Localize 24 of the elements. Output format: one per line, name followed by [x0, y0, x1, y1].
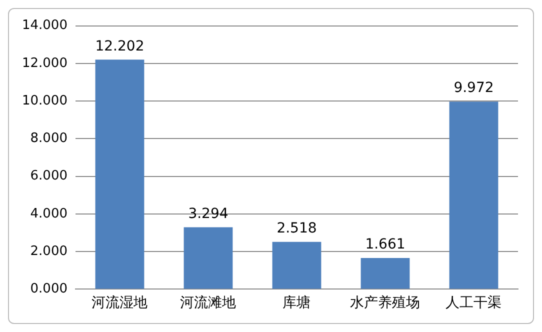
y-tick-label: 8.000: [30, 131, 68, 146]
bar: [95, 60, 144, 289]
data-label: 1.661: [365, 236, 406, 253]
x-tick-label: 水产养殖场: [350, 295, 420, 312]
chart-frame: 河流湿地 河流滩地 库塘 水产养殖场 人工干渠 0.000 2.000 4.000 6.000 8.000 10.000 12.000 14.000 12.202 3.294 2.518 1.661 9.972: [8, 8, 534, 324]
bar: [360, 258, 410, 289]
x-tick-label: 河流滩地: [180, 295, 236, 312]
data-label: 3.294: [188, 206, 228, 222]
y-tick-label: 4.000: [30, 206, 68, 222]
data-label: 9.972: [454, 80, 494, 96]
data-label: 12.202: [95, 38, 144, 54]
data-label: 2.518: [276, 220, 317, 236]
y-tick-label: 2.000: [30, 244, 68, 259]
x-tick-label: 库塘: [282, 295, 311, 312]
y-tick-label: 12.000: [22, 56, 68, 71]
y-tick-label: 6.000: [30, 168, 68, 184]
bar: [449, 102, 498, 289]
y-tick-label: 10.000: [22, 93, 68, 108]
x-tick-label: 人工干渠: [446, 295, 502, 312]
bar: [184, 227, 233, 289]
x-tick-label: 河流湿地: [92, 295, 148, 312]
y-tick-label: 14.000: [22, 18, 68, 34]
y-tick-label: 0.000: [30, 282, 68, 297]
bar: [272, 242, 322, 289]
